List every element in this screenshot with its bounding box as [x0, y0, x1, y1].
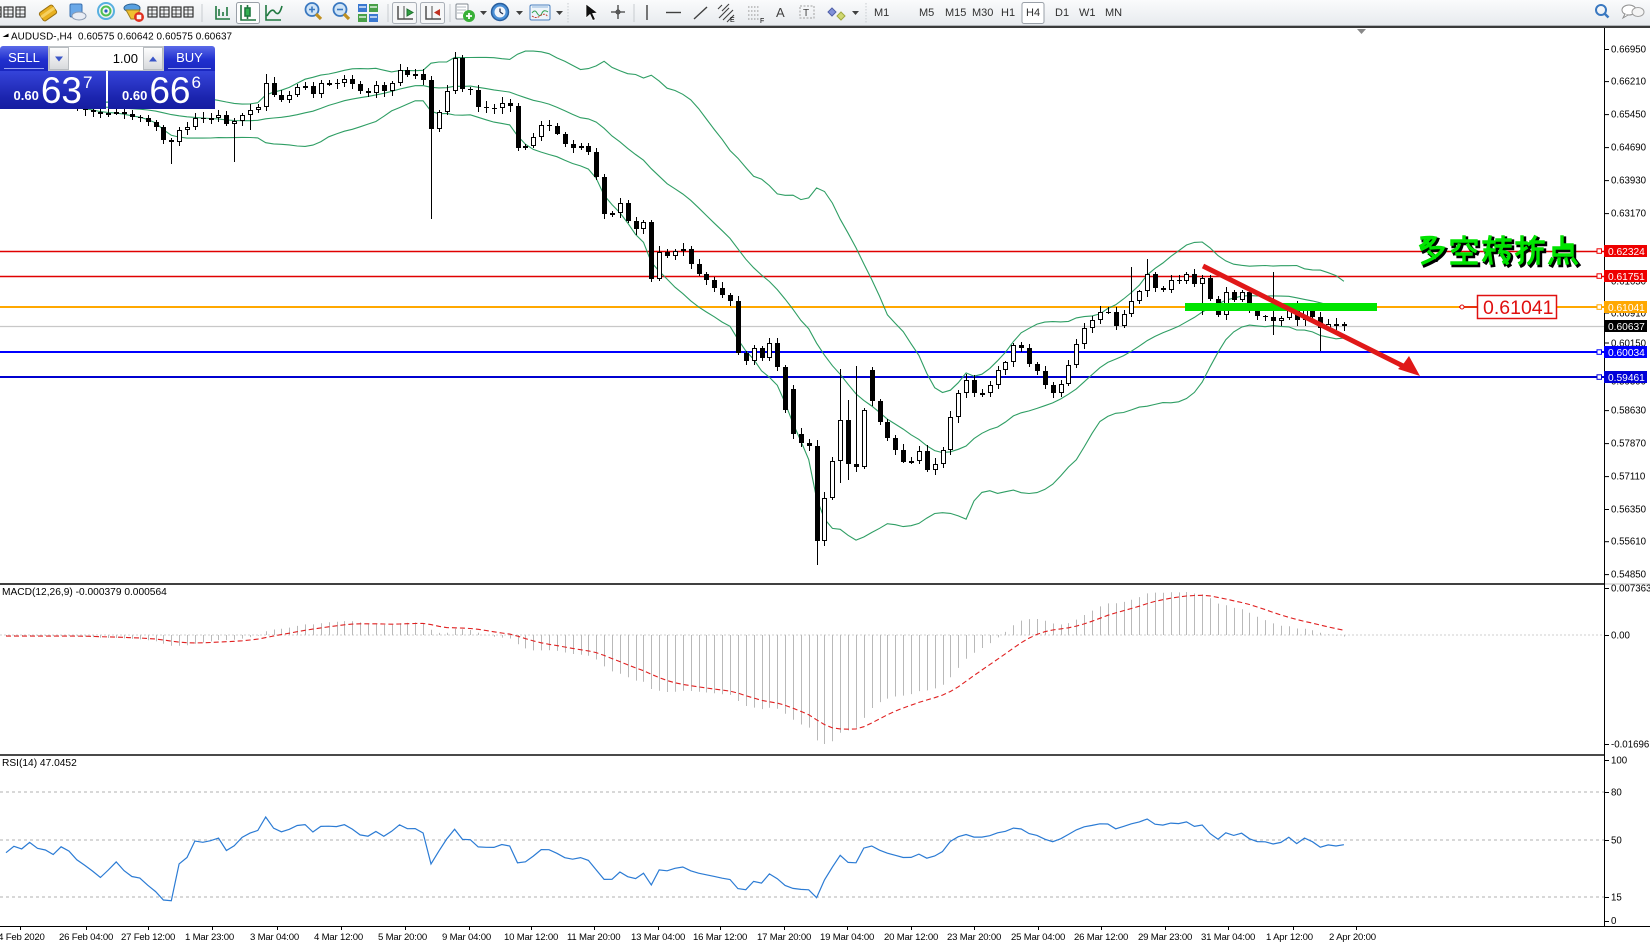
- svg-text:15: 15: [1611, 893, 1622, 904]
- svg-text:27 Feb 12:00: 27 Feb 12:00: [121, 932, 175, 943]
- svg-text:3 Mar 04:00: 3 Mar 04:00: [250, 932, 299, 943]
- svg-text:M15: M15: [945, 7, 966, 19]
- svg-text:5 Mar 20:00: 5 Mar 20:00: [378, 932, 427, 943]
- svg-text:M30: M30: [972, 7, 993, 19]
- svg-text:MN: MN: [1105, 7, 1122, 19]
- svg-text:0.007363: 0.007363: [1611, 584, 1650, 595]
- svg-text:0.55610: 0.55610: [1611, 537, 1647, 548]
- svg-text:26 Mar 12:00: 26 Mar 12:00: [1074, 932, 1128, 943]
- svg-text:0.60034: 0.60034: [1608, 348, 1645, 359]
- svg-text:20 Mar 12:00: 20 Mar 12:00: [884, 932, 938, 943]
- svg-text:0.63930: 0.63930: [1611, 176, 1647, 187]
- svg-text:F: F: [760, 18, 764, 25]
- svg-text:0.65450: 0.65450: [1611, 110, 1647, 121]
- svg-text:50: 50: [1611, 836, 1622, 847]
- svg-text:W1: W1: [1079, 7, 1096, 19]
- svg-text:0.60637: 0.60637: [1608, 322, 1645, 333]
- svg-text:24 Feb 2020: 24 Feb 2020: [0, 932, 45, 943]
- svg-text:E: E: [730, 17, 735, 24]
- svg-text:0.54850: 0.54850: [1611, 570, 1647, 581]
- svg-text:10 Mar 12:00: 10 Mar 12:00: [504, 932, 558, 943]
- svg-text:16 Mar 12:00: 16 Mar 12:00: [693, 932, 747, 943]
- svg-text:13 Mar 04:00: 13 Mar 04:00: [631, 932, 685, 943]
- svg-text:4 Mar 12:00: 4 Mar 12:00: [314, 932, 363, 943]
- svg-text:1 Apr 12:00: 1 Apr 12:00: [1266, 932, 1313, 943]
- svg-text:-0.01696: -0.01696: [1611, 740, 1649, 751]
- svg-text:MACD(12,26,9) -0.000379 0.0005: MACD(12,26,9) -0.000379 0.000564: [2, 587, 167, 598]
- svg-text:11 Mar 20:00: 11 Mar 20:00: [567, 932, 620, 943]
- svg-text:0.59461: 0.59461: [1608, 373, 1645, 384]
- svg-text:0.63170: 0.63170: [1611, 209, 1647, 220]
- svg-text:0.57110: 0.57110: [1611, 472, 1646, 483]
- svg-text:A: A: [776, 5, 785, 20]
- svg-text:0.56350: 0.56350: [1611, 505, 1647, 516]
- svg-text:T: T: [803, 8, 809, 19]
- svg-text:0.66950: 0.66950: [1611, 45, 1647, 56]
- svg-text:26 Feb 04:00: 26 Feb 04:00: [59, 932, 113, 943]
- svg-text:0.58630: 0.58630: [1611, 406, 1647, 417]
- svg-text:17 Mar 20:00: 17 Mar 20:00: [757, 932, 811, 943]
- svg-text:H4: H4: [1026, 7, 1040, 19]
- svg-text:0.62324: 0.62324: [1608, 247, 1645, 258]
- svg-text:0: 0: [1611, 916, 1617, 927]
- svg-text:0.61041: 0.61041: [1483, 297, 1554, 319]
- svg-text:M1: M1: [874, 7, 889, 19]
- svg-text:9 Mar 04:00: 9 Mar 04:00: [442, 932, 491, 943]
- svg-text:25 Mar 04:00: 25 Mar 04:00: [1011, 932, 1065, 943]
- svg-text:1 Mar 23:00: 1 Mar 23:00: [185, 932, 234, 943]
- svg-text:29 Mar 23:00: 29 Mar 23:00: [1138, 932, 1192, 943]
- svg-text:23 Mar 20:00: 23 Mar 20:00: [947, 932, 1001, 943]
- svg-text:0.61041: 0.61041: [1608, 303, 1645, 314]
- svg-text:AUDUSD-,H4 0.60575 0.60642 0.: AUDUSD-,H4 0.60575 0.60642 0.60575 0.606…: [11, 32, 232, 43]
- svg-text:31 Mar 04:00: 31 Mar 04:00: [1201, 932, 1255, 943]
- svg-text:0.64690: 0.64690: [1611, 143, 1647, 154]
- svg-text:0.60150: 0.60150: [1611, 339, 1647, 350]
- svg-text:RSI(14) 47.0452: RSI(14) 47.0452: [2, 758, 77, 769]
- svg-text:0.57870: 0.57870: [1611, 439, 1647, 450]
- svg-text:80: 80: [1611, 788, 1622, 799]
- svg-text:0.60910: 0.60910: [1611, 309, 1647, 320]
- svg-text:2 Apr 20:00: 2 Apr 20:00: [1329, 932, 1376, 943]
- svg-text:0.66210: 0.66210: [1611, 77, 1647, 88]
- svg-text:0.61751: 0.61751: [1608, 272, 1645, 283]
- svg-text:D1: D1: [1055, 7, 1069, 19]
- svg-text:19 Mar 04:00: 19 Mar 04:00: [820, 932, 874, 943]
- svg-text:M5: M5: [919, 7, 934, 19]
- svg-text:100: 100: [1611, 756, 1628, 767]
- svg-text:H1: H1: [1001, 7, 1015, 19]
- svg-text:0.00: 0.00: [1611, 631, 1630, 642]
